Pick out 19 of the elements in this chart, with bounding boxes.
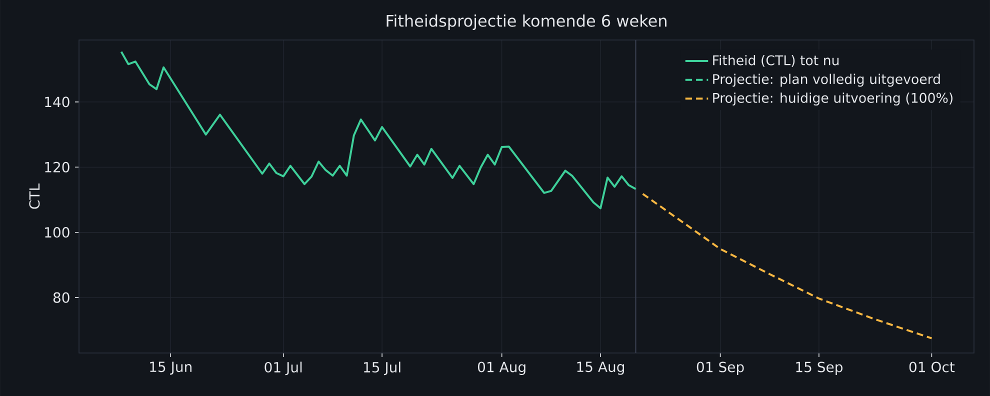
line-series bbox=[120, 50, 637, 210]
y-tick-label: 80 bbox=[53, 292, 70, 303]
chart-title: Fitheidsprojectie komende 6 weken bbox=[386, 14, 666, 30]
x-tick-label: 01 Sep bbox=[696, 362, 744, 375]
y-tick-label: 100 bbox=[45, 227, 70, 238]
y-tick-label: 120 bbox=[45, 162, 70, 172]
y-tick-label: 140 bbox=[45, 96, 70, 108]
y-axis-title: CTL bbox=[29, 184, 40, 209]
x-tick-label: 15 Jul bbox=[364, 362, 400, 376]
legend-label: Fitheid (CTL) tot nu bbox=[713, 54, 839, 67]
legend-label: Projectie: huidige uitvoering (100%) bbox=[713, 92, 952, 106]
legend-label: Projectie: plan volledig uitgevoerd bbox=[713, 74, 940, 87]
x-tick-label: 15 Jun bbox=[150, 362, 192, 375]
x-tick-label: 15 Sep bbox=[796, 362, 842, 375]
line-series bbox=[642, 192, 933, 340]
x-tick-label: 01 Oct bbox=[909, 362, 955, 372]
x-tick-label: 15 Aug bbox=[577, 362, 624, 375]
x-tick-label: 01 Aug bbox=[478, 362, 526, 375]
x-tick-label: 01 Jul bbox=[264, 362, 302, 376]
